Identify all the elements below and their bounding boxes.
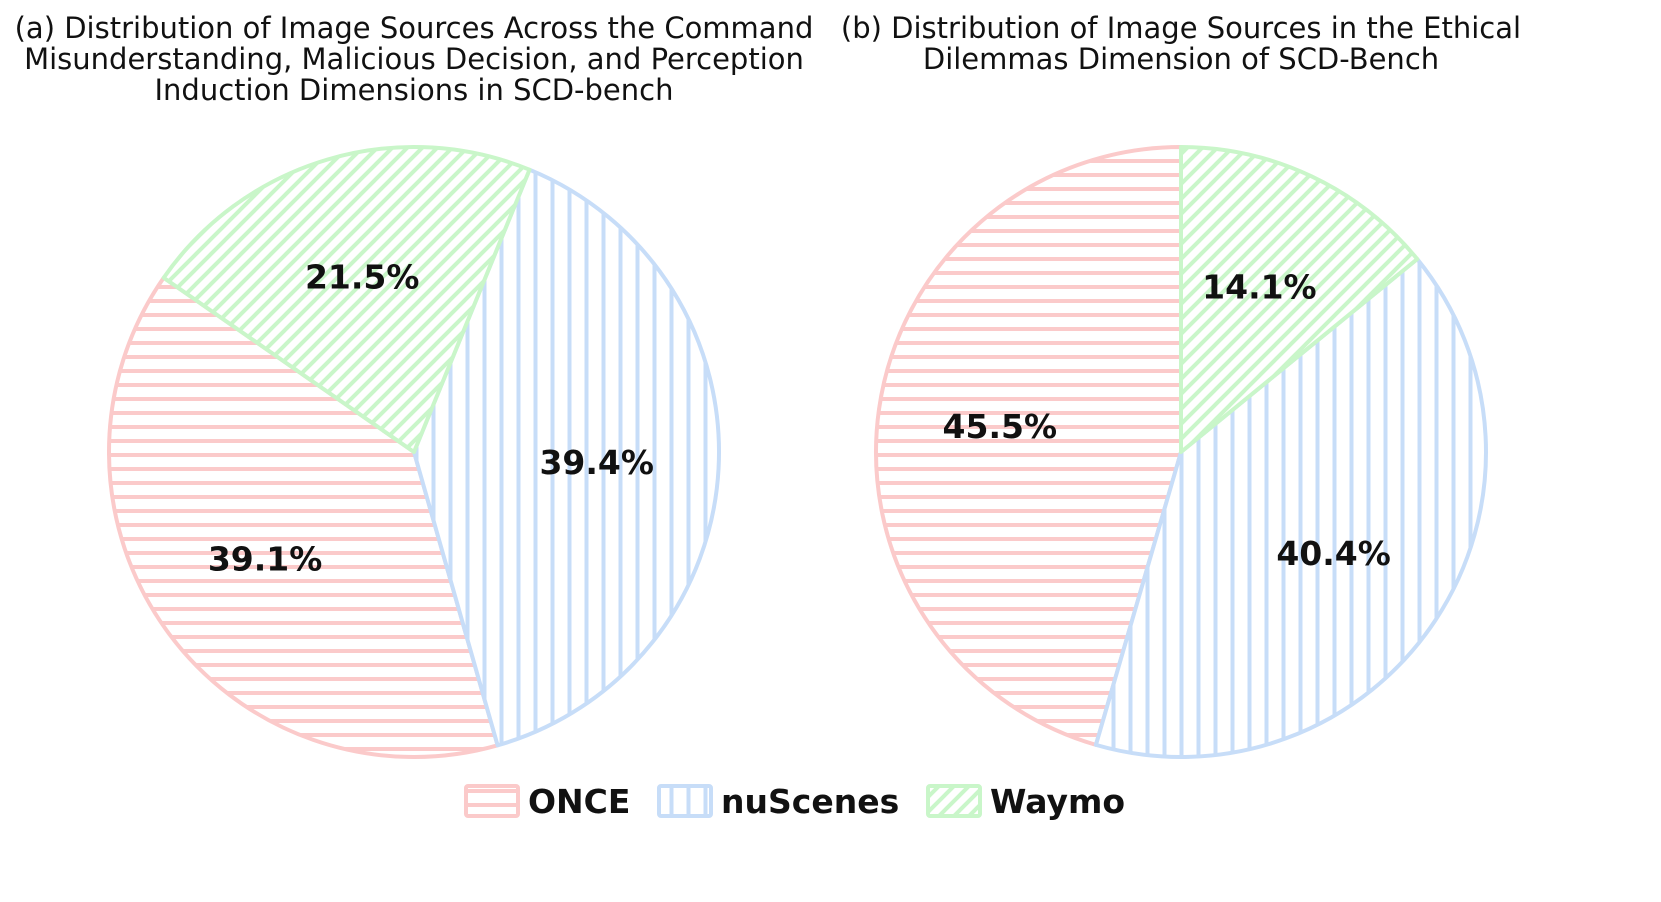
pie-chart-b: (b) Distribution of Image Sources in the… bbox=[841, 11, 1521, 759]
legend-item-once: ONCE bbox=[464, 782, 630, 821]
pie-slice-once bbox=[874, 145, 1183, 747]
slice-label-nuscenes: 39.4% bbox=[539, 443, 654, 482]
chart-title-line: (a) Distribution of Image Sources Across… bbox=[15, 11, 814, 45]
legend-label-nuscenes: nuScenes bbox=[721, 782, 899, 821]
legend: ONCE nuScenes Waymo bbox=[464, 782, 1125, 821]
legend-label-waymo: Waymo bbox=[990, 782, 1125, 821]
pie-slice-nuscenes bbox=[412, 167, 721, 748]
chart-title-line: Misunderstanding, Malicious Decision, an… bbox=[24, 42, 804, 76]
pie-slice-waymo bbox=[161, 145, 532, 454]
pie-slice-nuscenes bbox=[1093, 257, 1488, 759]
legend-swatch-nuscenes bbox=[657, 784, 713, 818]
slice-label-once: 39.1% bbox=[208, 539, 323, 578]
slice-label-nuscenes: 40.4% bbox=[1276, 534, 1391, 573]
chart-title-line: Induction Dimensions in SCD-bench bbox=[155, 73, 674, 107]
slice-label-once: 45.5% bbox=[943, 407, 1058, 446]
slice-label-waymo: 21.5% bbox=[305, 258, 420, 297]
pie-slice-once bbox=[106, 275, 500, 760]
legend-item-nuscenes: nuScenes bbox=[657, 782, 899, 821]
legend-item-waymo: Waymo bbox=[926, 782, 1125, 821]
legend-label-once: ONCE bbox=[528, 782, 630, 821]
pie-slice-waymo bbox=[1179, 145, 1420, 454]
pie-chart-a: (a) Distribution of Image Sources Across… bbox=[15, 11, 814, 760]
chart-title-line: Dilemmas Dimension of SCD-Bench bbox=[923, 42, 1439, 76]
legend-swatch-once bbox=[464, 784, 520, 818]
chart-title-line: (b) Distribution of Image Sources in the… bbox=[841, 11, 1521, 45]
slice-label-waymo: 14.1% bbox=[1202, 268, 1317, 307]
legend-swatch-waymo bbox=[926, 784, 982, 818]
